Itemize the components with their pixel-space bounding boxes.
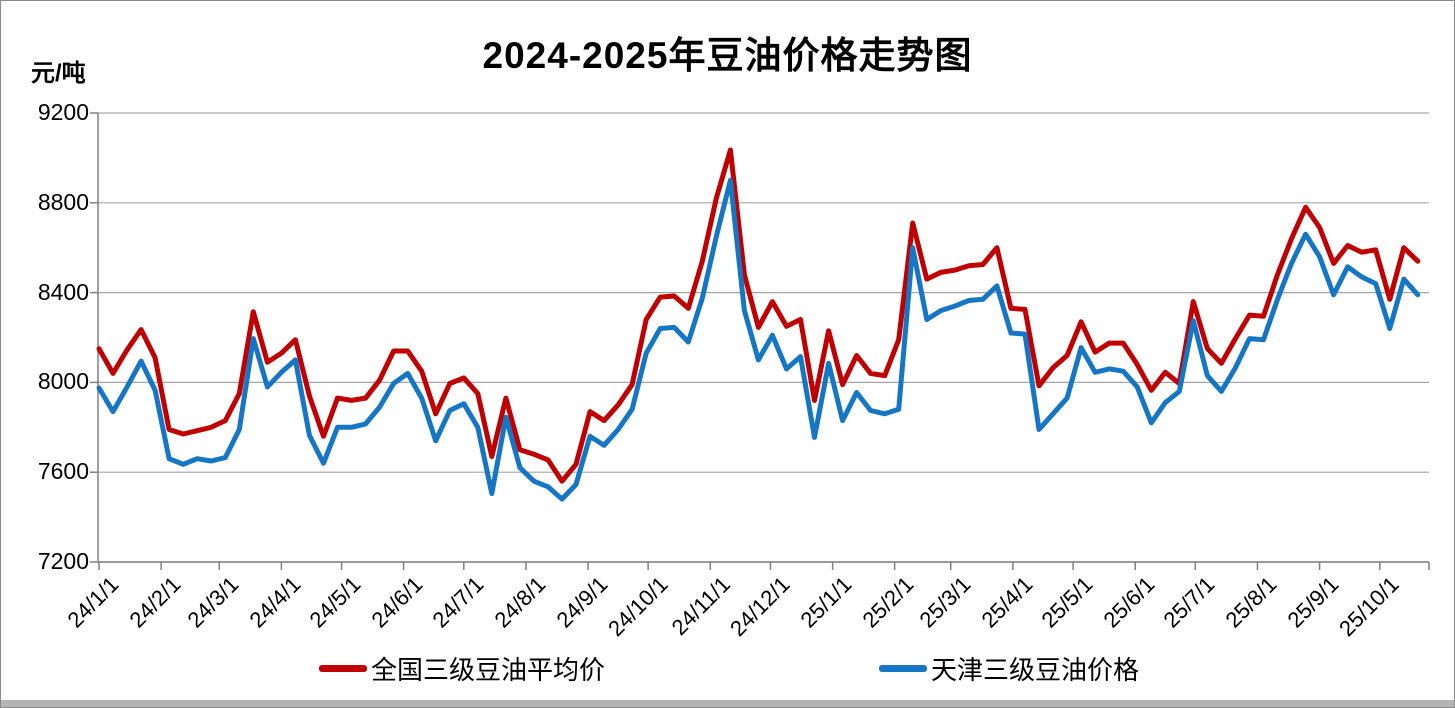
y-axis-unit-label: 元/吨 xyxy=(31,60,86,87)
series-line-national-avg xyxy=(96,147,1421,484)
legend-item-national: 全国三级豆油平均价 xyxy=(319,651,605,685)
legend-line-swatch-red xyxy=(319,664,367,672)
series-line-tianjin xyxy=(96,177,1421,502)
chart-title: 2024-2025年豆油价格走势图 xyxy=(482,35,973,76)
legend-item-tianjin: 天津三级豆油价格 xyxy=(879,651,1139,685)
window-bottom-edge xyxy=(1,700,1454,707)
y-tick-label: 7200 xyxy=(37,548,89,574)
y-tick-label: 8800 xyxy=(37,188,89,215)
y-tick-label: 7600 xyxy=(37,458,89,485)
legend-label: 天津三级豆油价格 xyxy=(931,654,1140,685)
y-tick-label: 8000 xyxy=(37,368,89,395)
legend-line-swatch-blue xyxy=(879,664,927,672)
y-tick-label: 8400 xyxy=(37,278,89,305)
legend-label: 全国三级豆油平均价 xyxy=(371,654,606,685)
y-tick-label: 9200 xyxy=(37,99,89,125)
chart-legend: 全国三级豆油平均价 天津三级豆油价格 xyxy=(1,651,1454,685)
